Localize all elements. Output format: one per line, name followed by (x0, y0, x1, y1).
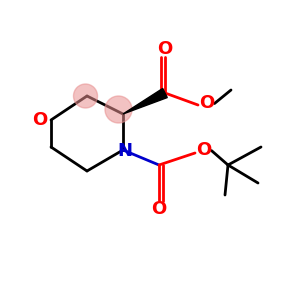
Polygon shape (123, 88, 167, 114)
Circle shape (74, 84, 98, 108)
Text: O: O (196, 141, 211, 159)
Text: N: N (117, 142, 132, 160)
Text: O: O (199, 94, 214, 112)
Text: O: O (32, 111, 47, 129)
Text: O: O (158, 40, 172, 58)
Text: O: O (152, 200, 166, 217)
Circle shape (105, 96, 132, 123)
